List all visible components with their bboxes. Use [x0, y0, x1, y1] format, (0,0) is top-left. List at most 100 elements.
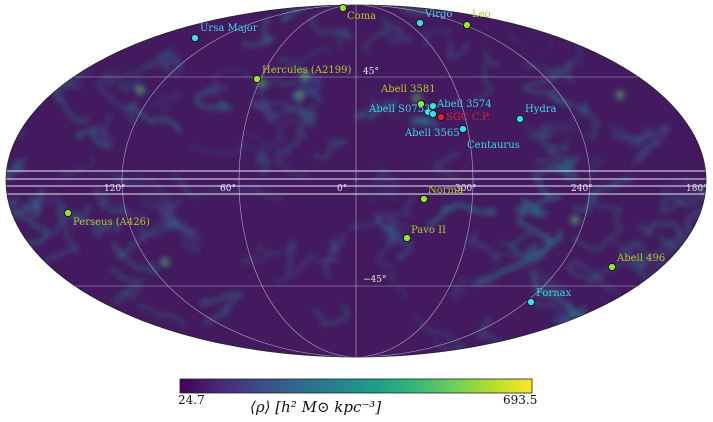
density-filament: [571, 194, 625, 252]
density-filament: [577, 152, 608, 179]
density-filament: [644, 334, 680, 357]
density-filament: [57, 204, 90, 219]
lon-label-60: 60°: [220, 184, 236, 194]
density-knot: [570, 215, 580, 225]
density-filament: [514, 199, 552, 242]
density-filament: [199, 291, 244, 325]
lon-label-120: 120°: [104, 184, 126, 194]
colorbar-max-label: 693.5: [503, 393, 538, 407]
lat-label-45n: 45°: [363, 67, 379, 77]
density-filament: [116, 275, 146, 300]
marker-centaurus: [458, 124, 468, 134]
marker-hercules-a2199: [252, 74, 262, 84]
density-filament: [41, 217, 79, 264]
graticule-labels: 45° −45° 120° 60° 0° 300° 240° 180°: [104, 67, 708, 285]
density-filament: [427, 202, 497, 228]
density-filament: [6, 49, 20, 68]
graticule: [6, 5, 706, 357]
density-filament: [643, 300, 661, 326]
density-filament: [276, 147, 310, 176]
label-abell-s0753: Abell S0753: [368, 104, 430, 115]
density-knot: [295, 91, 305, 101]
label-virgo: Virgo: [424, 9, 452, 20]
label-abell-3581: Abell 3581: [380, 84, 436, 95]
density-filament: [532, 156, 578, 217]
density-filament: [637, 221, 683, 244]
label-abell-496: Abell 496: [616, 253, 665, 264]
density-filament: [447, 40, 470, 59]
density-filament: [67, 38, 84, 54]
density-filament: [97, 112, 114, 146]
label-norma: Norma: [428, 185, 463, 196]
density-filament: [6, 289, 38, 347]
density-filament: [263, 147, 296, 166]
density-filament: [633, 332, 687, 357]
density-filament: [311, 304, 350, 326]
density-filament: [267, 103, 317, 146]
density-filament: [579, 105, 600, 140]
density-filament: [257, 76, 289, 106]
density-filament: [367, 98, 398, 121]
density-knot: [615, 90, 625, 100]
density-filament: [473, 48, 499, 101]
density-filament: [119, 331, 158, 348]
colorbar-title: ⟨ρ⟩ [h² M⊙ kpc⁻³]: [250, 398, 382, 416]
colorbar: [179, 378, 533, 394]
marker-abell-3574: [428, 101, 438, 111]
density-filament: [567, 259, 618, 294]
label-fornax: Fornax: [536, 288, 572, 299]
density-filament: [160, 51, 183, 75]
density-filament: [307, 87, 323, 104]
density-filament: [8, 213, 48, 248]
density-filament: [48, 13, 88, 42]
marker-norma: [419, 194, 429, 204]
density-knot: [300, 70, 310, 80]
label-hydra: Hydra: [525, 104, 557, 115]
meridian-60: [238, 5, 474, 357]
label-coma: Coma: [347, 11, 376, 22]
density-filament: [114, 171, 173, 209]
label-pavo-ii: Pavo II: [411, 225, 446, 236]
density-filament: [433, 152, 460, 180]
label-hercules-a2199: Hercules (A2199): [262, 65, 351, 76]
density-filament: [421, 28, 451, 48]
label-abell-3574: Abell 3574: [436, 99, 492, 110]
marker-coma: [338, 3, 348, 13]
marker-pavo-ii: [402, 233, 412, 243]
density-filament: [312, 138, 348, 160]
density-filament: [208, 68, 249, 97]
density-filament: [6, 272, 34, 319]
label-abell-3565: Abell 3565: [404, 128, 460, 139]
density-filament: [6, 158, 26, 180]
density-filament: [148, 90, 182, 115]
density-filament: [323, 233, 345, 280]
meridian-120: [121, 5, 591, 357]
density-filament: [508, 231, 531, 257]
density-filament: [390, 5, 428, 16]
density-filament: [674, 308, 706, 330]
map-outline: [5, 4, 707, 358]
equator-band: [6, 170, 706, 195]
density-filament: [386, 25, 414, 45]
marker-abell-3581: [416, 99, 426, 109]
density-filament: [540, 124, 568, 151]
label-sgc-c-p: SGC C.P.: [446, 112, 490, 123]
colorbar-min-label: 24.7: [178, 393, 205, 407]
density-filament: [693, 325, 706, 355]
density-filament: [229, 184, 283, 202]
density-filament: [632, 141, 663, 165]
density-filament: [273, 251, 342, 283]
density-filament: [491, 241, 520, 261]
marker-abell-496: [607, 262, 617, 272]
density-filament: [111, 219, 180, 261]
label-leo: Leo: [472, 9, 491, 20]
density-filament: [6, 197, 26, 215]
density-filament: [310, 14, 353, 49]
density-filament: [364, 94, 430, 121]
label-centaurus: Centaurus: [467, 140, 520, 151]
label-perseus-a426: Perseus (A426): [73, 217, 150, 228]
label-ursa-major: Ursa Major: [200, 23, 258, 34]
density-filament: [118, 76, 149, 94]
density-filament: [560, 332, 593, 357]
density-filament: [83, 219, 122, 239]
